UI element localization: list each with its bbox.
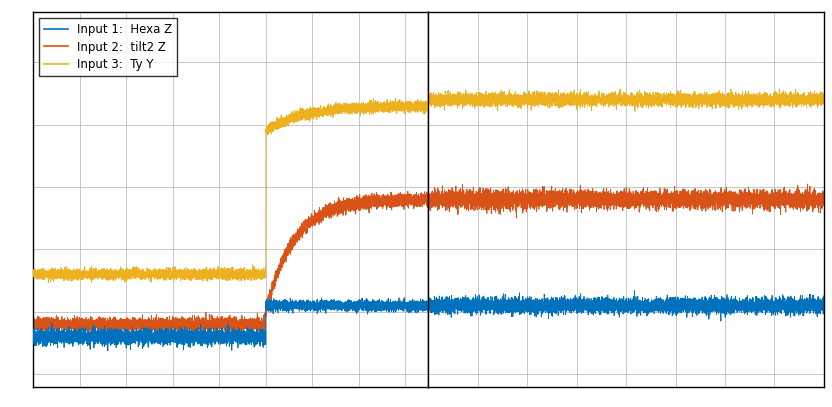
Legend: Input 1:  Hexa Z, Input 2:  tilt2 Z, Input 3:  Ty Y: Input 1: Hexa Z, Input 2: tilt2 Z, Input… <box>39 18 177 76</box>
Input 1:  Hexa Z: (1.6e+03, -0.0625): Hexa Z: (1.6e+03, -0.0625) <box>103 348 113 353</box>
Line: Input 1:  Hexa Z: Input 1: Hexa Z <box>33 298 428 351</box>
Input 1:  Hexa Z: (836, -0.0343): Hexa Z: (836, -0.0343) <box>67 331 77 336</box>
Input 1:  Hexa Z: (0, -0.0412): Hexa Z: (0, -0.0412) <box>28 335 38 340</box>
Input 1:  Hexa Z: (1.94e+03, -0.0408): Hexa Z: (1.94e+03, -0.0408) <box>118 335 128 340</box>
Input 1:  Hexa Z: (7.98e+03, 0.0228): Hexa Z: (7.98e+03, 0.0228) <box>399 295 409 300</box>
Input 1:  Hexa Z: (6.98e+03, 0.00922): Hexa Z: (6.98e+03, 0.00922) <box>353 304 363 309</box>
Input 1:  Hexa Z: (5.49e+03, 0.0156): Hexa Z: (5.49e+03, 0.0156) <box>284 300 294 304</box>
Input 1:  Hexa Z: (1.24e+03, -0.0408): Hexa Z: (1.24e+03, -0.0408) <box>86 335 96 340</box>
Input 1:  Hexa Z: (7.11e+03, 0.00722): Hexa Z: (7.11e+03, 0.00722) <box>359 305 369 310</box>
Y-axis label: Displacement [m]: Displacement [m] <box>431 143 444 256</box>
Input 1:  Hexa Z: (8.5e+03, 0.012): Hexa Z: (8.5e+03, 0.012) <box>423 302 433 307</box>
